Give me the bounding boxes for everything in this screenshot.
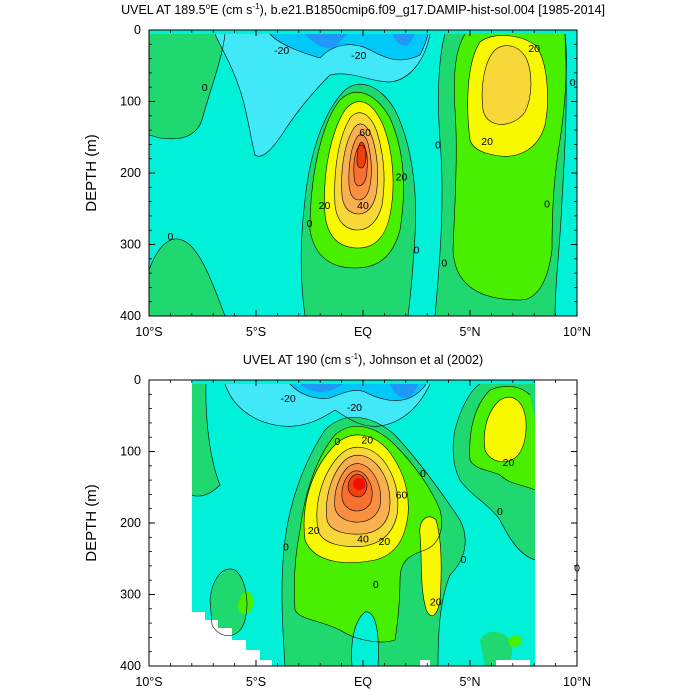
bottom-contour-lines	[192, 383, 535, 666]
panel-top: UVEL AT 189.5oE (cm s-1), b.e21.B1850cmi…	[83, 2, 605, 339]
x-tick-label: EQ	[354, 675, 372, 689]
contour-label: 0	[420, 468, 426, 480]
x-tick-label: 10°N	[563, 325, 591, 339]
top-title-sup2: -1	[252, 2, 260, 11]
y-tick-label: 300	[120, 238, 141, 252]
top-x-axis: 10°S 5°S EQ 5°N 10°N	[135, 30, 591, 339]
contour-label: 20	[396, 172, 408, 184]
contour-label: 60	[396, 489, 408, 501]
x-tick-label: 5°N	[460, 675, 481, 689]
contour-label: 20	[361, 434, 373, 446]
y-tick-label: 100	[120, 95, 141, 109]
x-tick-label: 10°S	[135, 675, 162, 689]
contour-label: 40	[357, 534, 369, 546]
contour-label: 20	[379, 536, 391, 548]
bottom-title: UVEL AT 190 (cm s-1), Johnson et al (200…	[243, 352, 483, 367]
contour-label: 0	[283, 542, 289, 554]
bottom-y-axis-label: DEPTH (m)	[83, 484, 100, 562]
contour-label: 0	[202, 82, 208, 94]
top-title-b: E (cm s	[210, 3, 252, 17]
y-tick-label: 300	[120, 588, 141, 602]
top-title-a: UVEL AT 189.5	[121, 3, 206, 17]
bottom-contour-field	[192, 380, 535, 666]
panel-bottom: UVEL AT 190 (cm s-1), Johnson et al (200…	[83, 352, 591, 689]
y-tick-label: 400	[120, 309, 141, 323]
contour-label: 0	[497, 506, 503, 518]
y-tick-label: 400	[120, 659, 141, 673]
contour-label: 0	[414, 245, 420, 257]
contour-label: 0	[334, 436, 340, 448]
contour-label: 0	[544, 199, 550, 211]
top-contour-lines	[149, 33, 567, 316]
top-title: UVEL AT 189.5oE (cm s-1), b.e21.B1850cmi…	[121, 2, 605, 17]
top-contour-field	[149, 30, 577, 316]
bottom-title-a: UVEL AT 190 (cm s	[243, 353, 351, 367]
top-title-c: ), b.e21.B1850cmip6.f09_g17.DAMIP-hist-s…	[260, 3, 605, 17]
contour-label: 0	[570, 77, 576, 89]
top-contour-labels: -20 -20 20 0 0 60 0 20 20 40 20 0 0 0 0 0	[167, 43, 575, 270]
contour-label: 0	[307, 218, 313, 230]
contour-label: 20	[430, 597, 442, 609]
contour-label: 20	[528, 43, 540, 55]
contour-label: 60	[359, 127, 371, 139]
contour-label: 20	[503, 457, 515, 469]
contour-label: 20	[481, 136, 493, 148]
y-tick-label: 0	[134, 23, 141, 37]
bottom-title-b: ), Johnson et al (2002)	[358, 353, 483, 367]
contour-label: 40	[357, 200, 369, 212]
x-tick-label: 10°S	[135, 325, 162, 339]
bottom-x-axis: 10°S 5°S EQ 5°N 10°N	[135, 380, 591, 689]
y-tick-label: 200	[120, 166, 141, 180]
x-tick-label: EQ	[354, 325, 372, 339]
contour-label: 0	[167, 231, 173, 243]
x-tick-label: 5°N	[460, 325, 481, 339]
contour-label: 20	[308, 525, 320, 537]
y-tick-label: 100	[120, 445, 141, 459]
y-tick-label: 200	[120, 516, 141, 530]
contour-label: -20	[281, 393, 296, 405]
x-tick-label: 5°S	[246, 325, 266, 339]
contour-label: 0	[373, 579, 379, 591]
contour-label: 0	[441, 257, 447, 269]
contour-label: 20	[319, 200, 331, 212]
top-title-sup1: o	[206, 2, 211, 11]
top-y-axis-label: DEPTH (m)	[83, 134, 100, 212]
y-tick-label: 0	[134, 373, 141, 387]
bottom-title-sup: -1	[351, 352, 359, 361]
x-tick-label: 5°S	[246, 675, 266, 689]
contour-label: -20	[347, 402, 362, 414]
contour-label: -20	[274, 45, 289, 57]
contour-label: 0	[461, 554, 467, 566]
contour-label: 0	[435, 139, 441, 151]
contour-label: -20	[351, 50, 366, 62]
x-tick-label: 10°N	[563, 675, 591, 689]
